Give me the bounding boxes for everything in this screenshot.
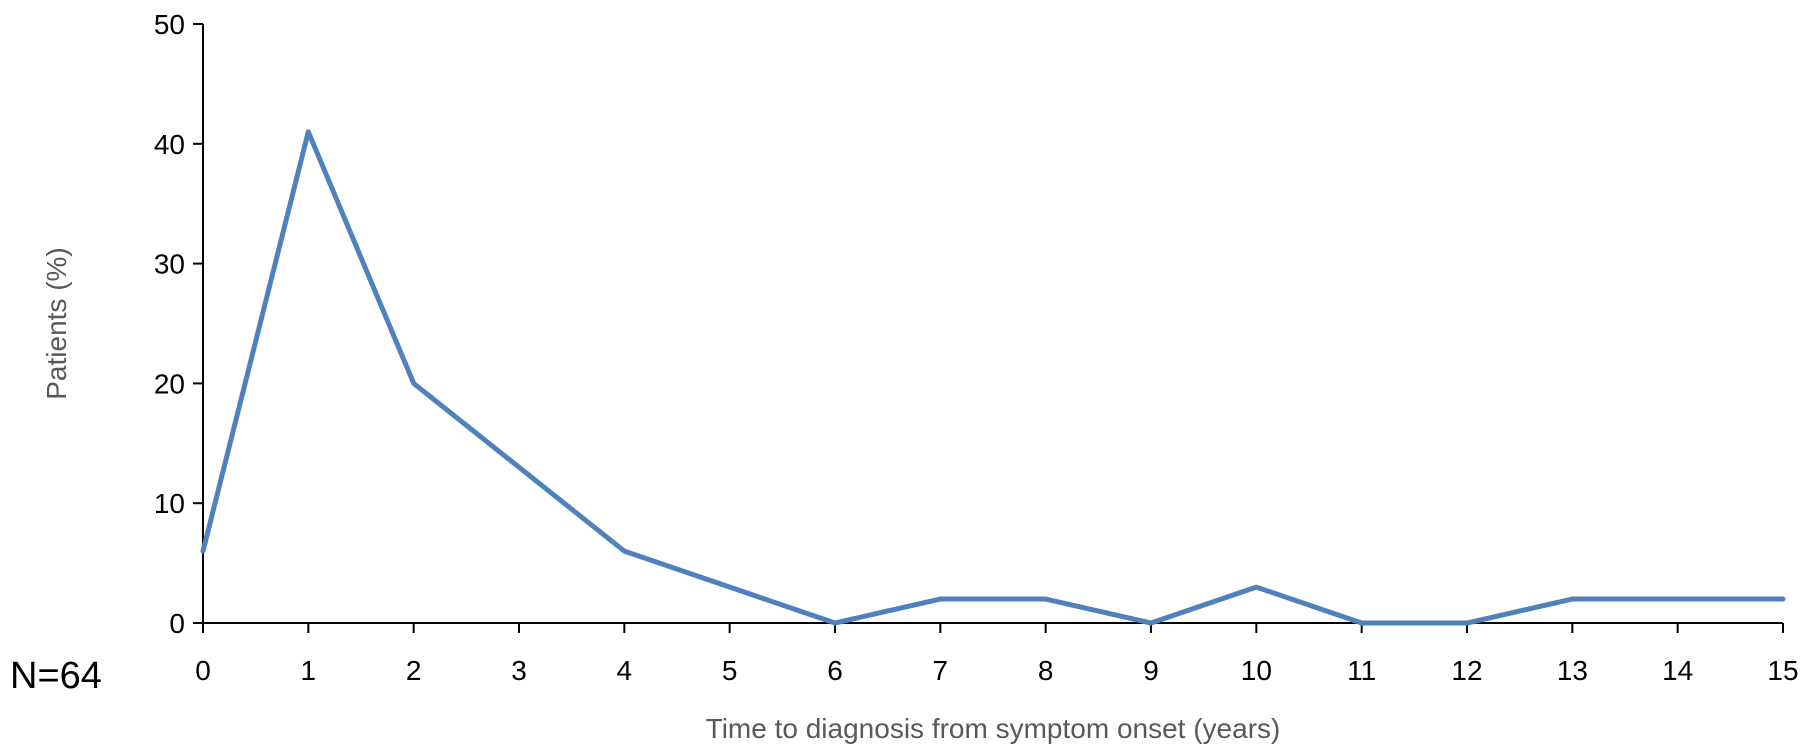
y-axis-ticks: 0 10 20 30 40 50 [154, 9, 203, 639]
x-tick-label: 0 [195, 655, 211, 686]
y-axis-title: Patients (%) [41, 247, 72, 400]
x-tick-label: 15 [1767, 655, 1798, 686]
y-tick-label: 30 [154, 249, 185, 280]
x-tick-label: 7 [933, 655, 949, 686]
x-tick-label: 4 [617, 655, 633, 686]
series-line [200, 129, 1786, 626]
x-tick-label: 2 [406, 655, 422, 686]
x-tick-label: 10 [1241, 655, 1272, 686]
x-tick-label: 5 [722, 655, 738, 686]
x-tick-label: 13 [1557, 655, 1588, 686]
x-tick-label: 14 [1662, 655, 1693, 686]
axes [202, 24, 1783, 624]
sample-size-annotation: N=64 [10, 655, 102, 697]
x-axis-ticks: 0 1 2 3 4 5 6 7 8 9 10 11 12 13 14 15 [195, 623, 1799, 686]
x-tick-label: 1 [301, 655, 317, 686]
y-tick-label: 20 [154, 368, 185, 399]
x-tick-label: 3 [511, 655, 527, 686]
y-tick-label: 10 [154, 488, 185, 519]
y-tick-label: 50 [154, 9, 185, 40]
x-tick-label: 11 [1347, 655, 1376, 686]
y-tick-label: 40 [154, 129, 185, 160]
x-axis-title: Time to diagnosis from symptom onset (ye… [706, 713, 1281, 744]
x-tick-label: 9 [1143, 655, 1159, 686]
series-group [200, 129, 1786, 626]
y-tick-label: 0 [169, 608, 185, 639]
x-tick-label: 12 [1451, 655, 1482, 686]
x-tick-label: 8 [1038, 655, 1054, 686]
x-tick-label: 6 [827, 655, 843, 686]
